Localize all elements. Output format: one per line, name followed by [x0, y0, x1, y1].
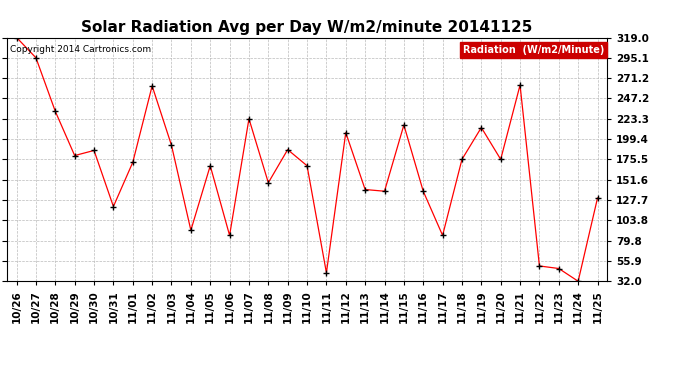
Text: Copyright 2014 Cartronics.com: Copyright 2014 Cartronics.com — [10, 45, 151, 54]
Title: Solar Radiation Avg per Day W/m2/minute 20141125: Solar Radiation Avg per Day W/m2/minute … — [81, 20, 533, 35]
Text: Radiation  (W/m2/Minute): Radiation (W/m2/Minute) — [463, 45, 604, 55]
